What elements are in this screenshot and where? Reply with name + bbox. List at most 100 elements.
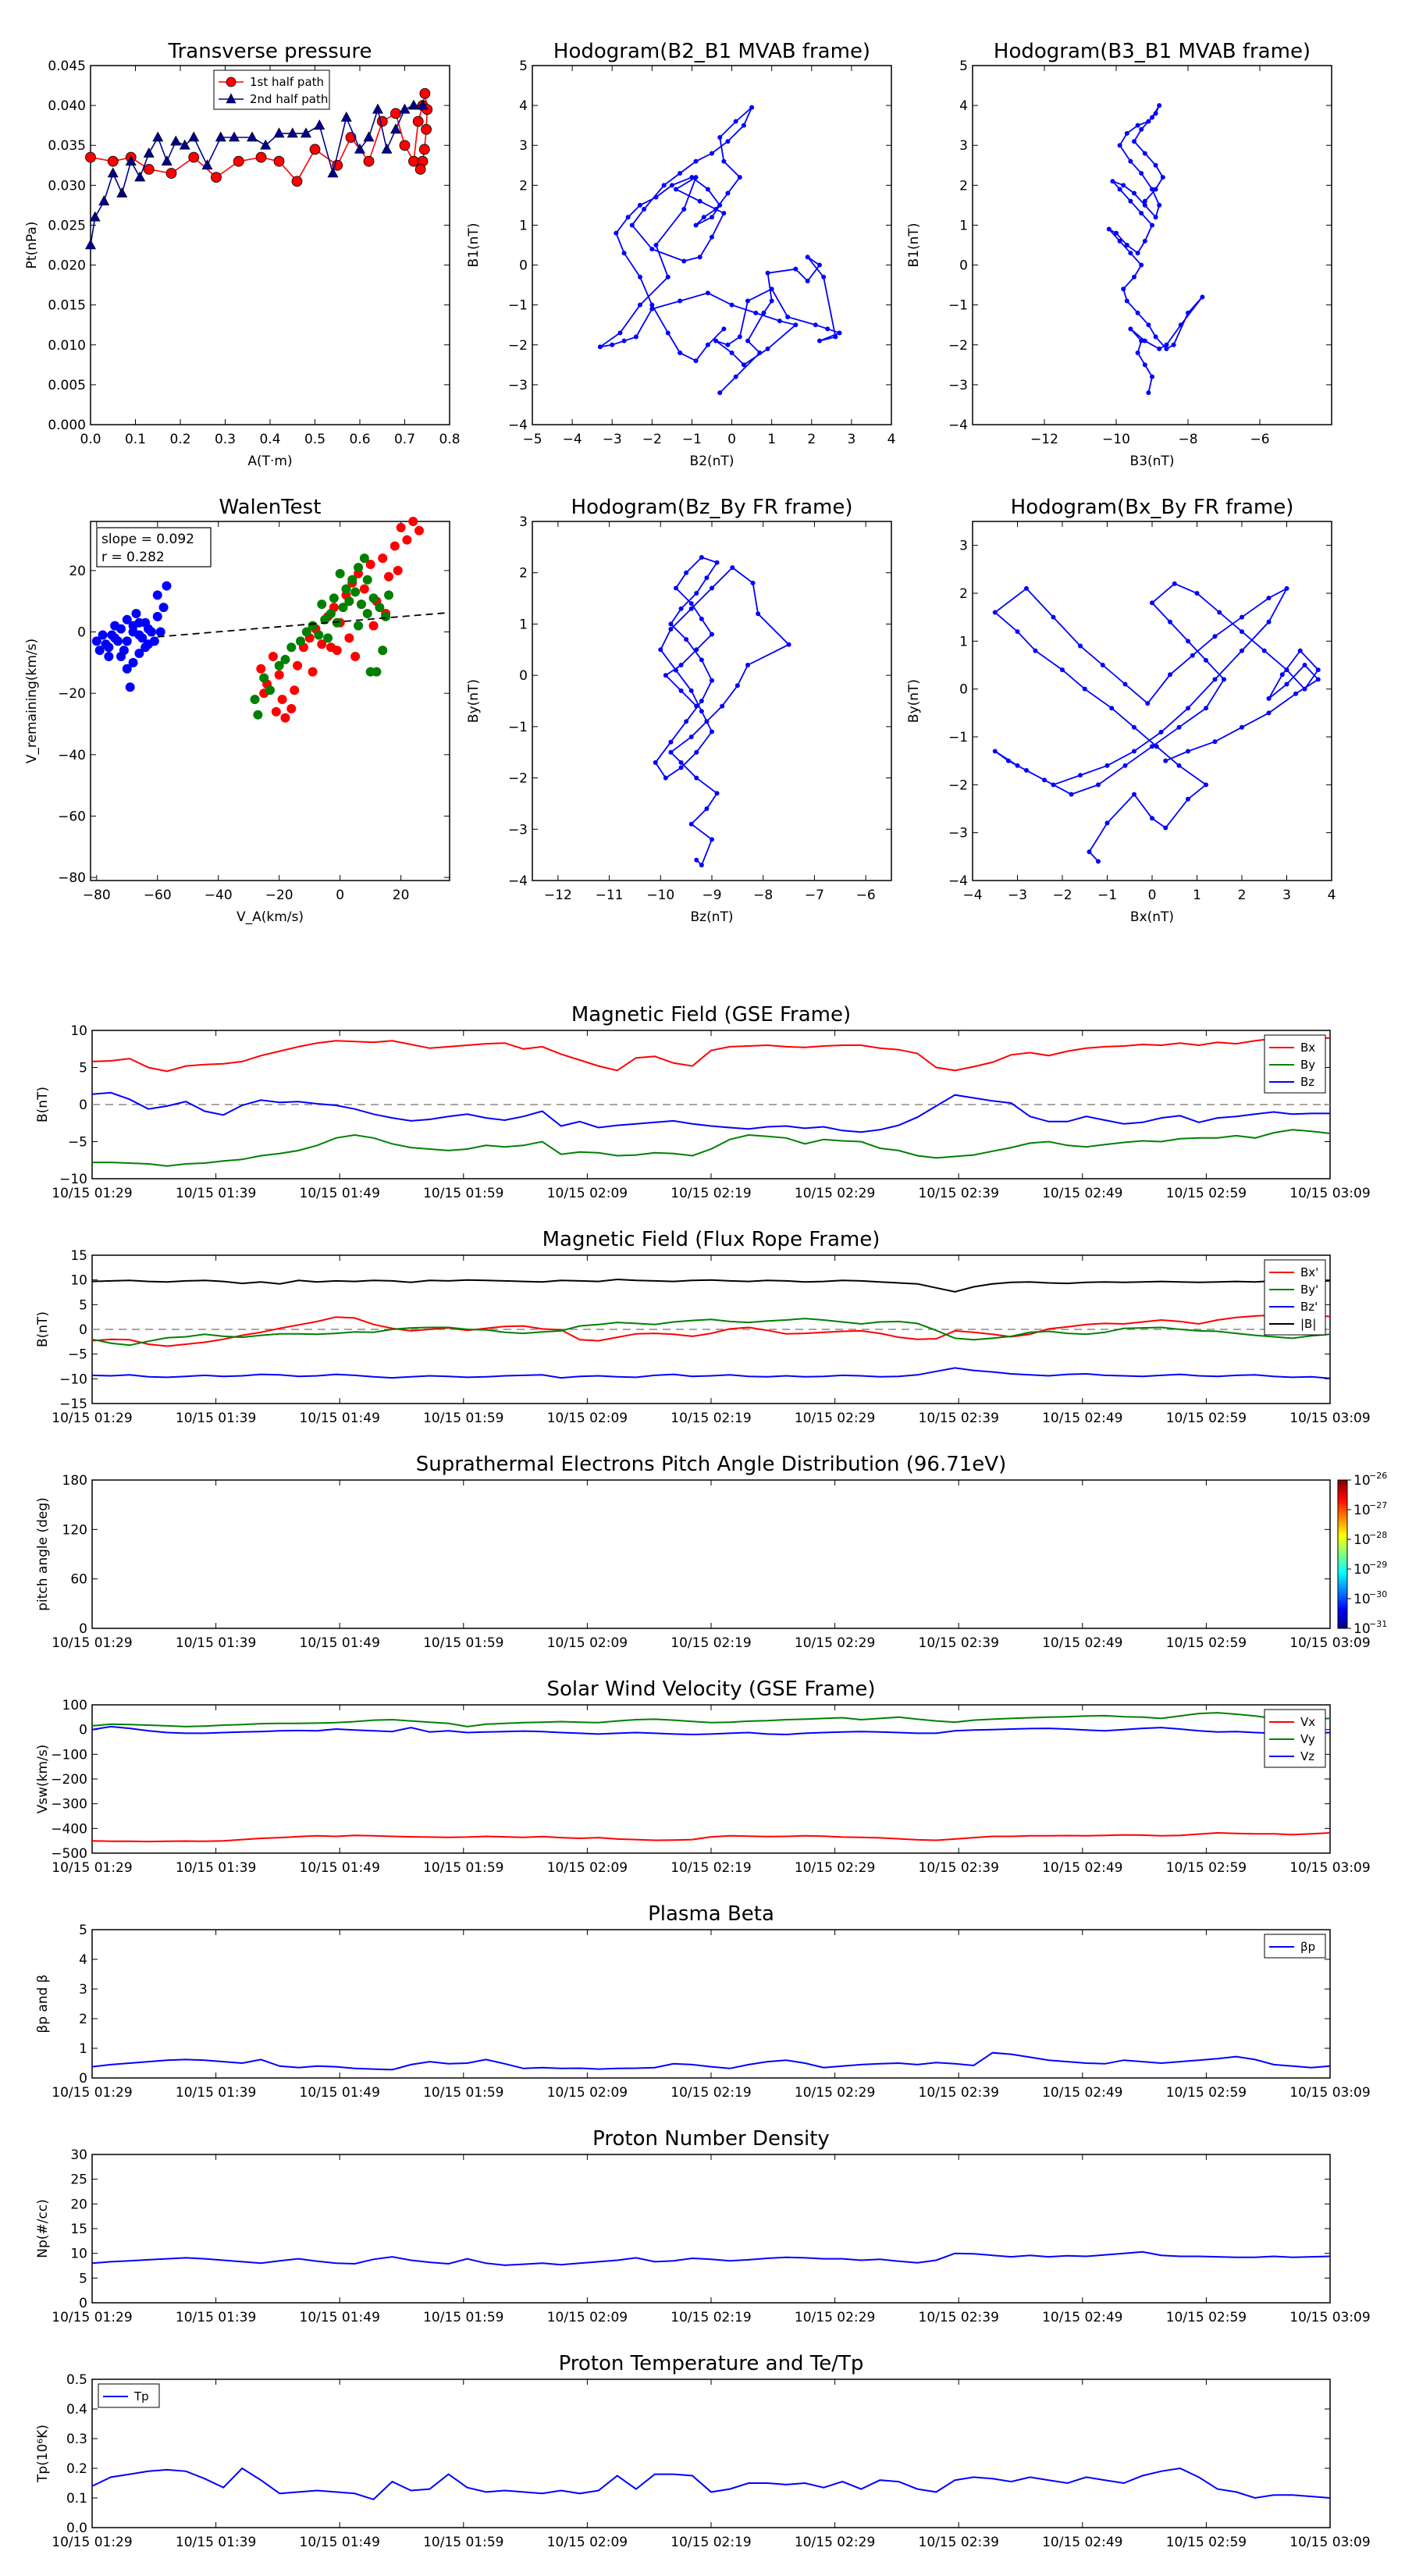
hodogram-point [1142,198,1147,204]
hodogram-point [769,286,774,292]
hodogram-point [741,123,746,128]
data-point [354,143,366,154]
hodogram-point [668,739,674,745]
hodogram-point [817,262,822,268]
hodogram-point [1186,706,1190,711]
y-tick-label: −1 [948,298,968,314]
pitch_angle-ylabel: pitch angle (deg) [35,1497,51,1611]
hodogram-point [629,222,635,228]
data-point [389,123,402,134]
x-tick-label: 10/15 02:59 [1166,2310,1247,2325]
y-tick-label: 60 [70,1572,87,1588]
data-point [390,108,401,119]
y-tick-label: −2 [948,777,968,793]
hodogram-point [1154,744,1159,749]
legend-label: Vy [1300,1732,1315,1746]
hodogram-point [1153,187,1158,192]
x-tick-label: 10/15 02:09 [547,1186,628,1201]
scatter-point [317,639,327,649]
proton_density-ylabel: Np(#/cc) [35,2199,51,2258]
y-tick-label: 2 [959,586,968,602]
plasma_beta-frame [91,1929,1331,2079]
data-point [399,103,411,114]
y-tick-label: 2 [959,178,968,194]
hodo_bz_by-chart: Hodogram(Bz_By FR frame)−12 −11 −10 −9 −8 −7−… [466,496,892,925]
hodogram-point [1142,338,1147,343]
plasma_beta-chart: Plasma Beta 10/15 01:29 10/15 01:39 10/15 0… [35,1902,1371,2101]
scatter-point [396,522,406,532]
hodogram-point [1284,667,1289,673]
data-point [255,151,267,163]
y-tick-label: 5 [79,1297,87,1313]
scatter-point [362,608,372,618]
x-tick-label: 10/15 01:49 [300,2310,380,2325]
scatter-point [393,565,403,575]
hodogram-point [757,350,763,355]
hodogram-point [1114,230,1119,236]
x-tick-label: 10/15 02:39 [919,2085,999,2101]
y-tick-label: 1 [959,634,968,649]
hodogram-point [1212,634,1218,639]
hodogram-point [1217,610,1222,615]
x-tick-label: 10/15 02:59 [1166,1860,1247,1876]
hodogram-point [765,346,770,351]
hodogram-point [1145,701,1151,706]
hodogram-point [649,247,655,252]
y-tick-label: −200 [51,1772,87,1788]
x-tick-label: 20 [393,888,410,903]
x-tick-label: 10/15 02:39 [919,2310,999,2325]
y-tick-label: 0 [959,682,968,698]
y-tick-label: −5 [68,1347,87,1363]
colorbar-tick-exponent: −30 [1369,1589,1387,1599]
hodogram-point [1204,706,1208,711]
x-tick-label: 0.2 [169,432,190,447]
scatter-point [378,553,388,564]
x-tick-label: 10/15 01:59 [423,1411,503,1426]
scatter-point [344,596,354,607]
scatter-point [144,624,154,634]
y-tick-label: −4 [508,418,528,433]
scatter-point [94,646,105,656]
hodogram-point [678,765,684,770]
sw_velocity-frame [91,1704,1331,1854]
x-tick-label: −1 [1097,888,1117,903]
colorbar-tick-exponent: −27 [1369,1500,1387,1510]
hodogram-point [756,611,761,617]
hodogram-point [1132,190,1136,196]
data-point [381,143,393,154]
hodogram-point [1200,294,1205,300]
scatter-point [317,600,327,610]
scatter-point [408,517,418,526]
x-tick-label: 0.6 [349,432,370,447]
pitch_angle-frame [91,1479,1331,1629]
hodogram-point [684,719,689,724]
data-point [188,131,200,142]
hodo_b2_b1-ylabel: B1(nT) [466,223,482,268]
x-tick-label: 10/15 01:59 [423,1635,503,1651]
hodogram-point [793,322,799,328]
hodogram-point [710,632,714,637]
hodogram-point [694,703,699,709]
hodogram-point [1150,222,1154,228]
scatter-point [402,535,412,545]
hodogram-point [1106,226,1112,232]
walen_test-xlabel: V_A(km/s) [237,909,304,925]
x-tick-label: −10 [646,888,674,903]
x-tick-label: 10/15 02:09 [547,1635,628,1651]
hodo_b3_b1-title: Hodogram(B3_B1 MVAB frame) [994,40,1311,63]
proton_temp-title: Proton Temperature and Te/Tp [559,2352,864,2375]
hodogram-point [1006,758,1011,763]
hodogram-point [1121,183,1126,188]
x-tick-label: −3 [1008,888,1027,903]
y-tick-label: 0.020 [48,258,86,274]
hodogram-point [1132,139,1136,144]
hodogram-point [725,190,731,196]
hodogram-point [720,703,725,709]
hodogram-point [1078,773,1083,778]
x-tick-label: 10/15 02:29 [795,1635,875,1651]
data-point [417,99,429,110]
y-tick-label: 0.1 [66,2491,87,2507]
x-tick-label: 0.0 [80,432,101,447]
hodogram-point [729,350,735,355]
proton_temp-ylabel: Tp(10⁶K) [35,2425,51,2483]
